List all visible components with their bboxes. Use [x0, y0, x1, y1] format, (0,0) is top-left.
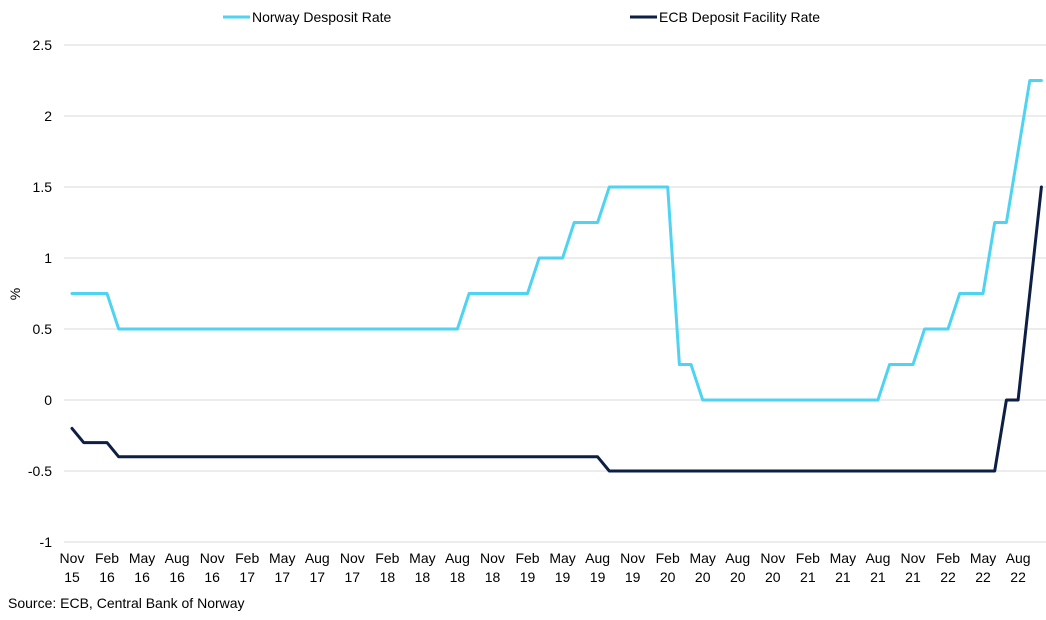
x-tick-label: 19 — [625, 569, 641, 585]
x-tick-label: Feb — [796, 550, 820, 566]
legend-label: Norway Desposit Rate — [252, 9, 391, 25]
x-tick-label: Feb — [515, 550, 539, 566]
x-tick-label: 18 — [485, 569, 501, 585]
x-tick-label: 18 — [450, 569, 466, 585]
x-tick-label: 22 — [975, 569, 991, 585]
x-tick-label: Aug — [305, 550, 330, 566]
x-axis-tick-labels: Nov 15 Feb 16 May 16 Aug 16 Nov 16 Feb 17 May 17 Aug 17… — [60, 550, 1031, 585]
x-tick-label: 16 — [134, 569, 150, 585]
x-tick-label: 22 — [1010, 569, 1026, 585]
x-tick-label: Feb — [95, 550, 119, 566]
x-tick-label: May — [830, 550, 856, 566]
x-tick-label: 20 — [730, 569, 746, 585]
x-tick-label: 17 — [309, 569, 325, 585]
x-tick-label: 18 — [415, 569, 431, 585]
x-tick-label: 20 — [660, 569, 676, 585]
series-lines — [70, 79, 1043, 473]
x-tick-label: 19 — [555, 569, 571, 585]
x-tick-label: 17 — [274, 569, 290, 585]
x-tick-label: Aug — [165, 550, 190, 566]
y-tick-label: 2 — [44, 108, 52, 124]
x-tick-label: 20 — [765, 569, 781, 585]
legend-item: Norway Desposit Rate — [223, 9, 391, 25]
x-tick-label: 15 — [64, 569, 80, 585]
source-note: Source: ECB, Central Bank of Norway — [8, 595, 245, 611]
x-tick-label: May — [549, 550, 575, 566]
legend-label: ECB Deposit Facility Rate — [659, 9, 820, 25]
legend: Norway Desposit Rate ECB Deposit Facility… — [223, 9, 820, 25]
x-tick-label: 17 — [239, 569, 255, 585]
x-tick-label: 21 — [870, 569, 886, 585]
x-tick-label: 22 — [940, 569, 956, 585]
y-tick-label: 0.5 — [33, 321, 53, 337]
series-line-2 — [70, 185, 1043, 473]
x-tick-label: 16 — [204, 569, 220, 585]
y-tick-label: 2.5 — [33, 37, 53, 53]
y-axis-tick-labels: 2.5 2 1.5 1 0.5 0 -0.5 -1 — [28, 37, 52, 550]
x-tick-label: 17 — [345, 569, 361, 585]
x-tick-label: Feb — [375, 550, 399, 566]
x-tick-label: May — [269, 550, 295, 566]
x-tick-label: Aug — [585, 550, 610, 566]
x-tick-label: Feb — [656, 550, 680, 566]
x-tick-label: Nov — [340, 550, 365, 566]
x-tick-label: 19 — [520, 569, 536, 585]
x-tick-label: Nov — [901, 550, 926, 566]
x-tick-label: May — [409, 550, 435, 566]
legend-item: ECB Deposit Facility Rate — [630, 9, 820, 25]
y-tick-label: -0.5 — [28, 463, 52, 479]
x-tick-label: Feb — [235, 550, 259, 566]
x-tick-label: 21 — [800, 569, 816, 585]
x-tick-label: 21 — [835, 569, 851, 585]
y-tick-label: 0 — [44, 392, 52, 408]
x-tick-label: Nov — [620, 550, 645, 566]
x-tick-label: May — [970, 550, 996, 566]
x-tick-label: Nov — [200, 550, 225, 566]
gridlines — [64, 44, 1046, 543]
y-tick-label: 1.5 — [33, 179, 53, 195]
x-tick-label: 19 — [590, 569, 606, 585]
x-tick-label: Nov — [760, 550, 785, 566]
y-tick-label: -1 — [40, 534, 53, 550]
x-tick-label: Nov — [60, 550, 85, 566]
x-tick-label: Aug — [725, 550, 750, 566]
series-line-1 — [70, 79, 1043, 402]
x-tick-label: May — [129, 550, 155, 566]
x-tick-label: May — [689, 550, 715, 566]
x-tick-label: Aug — [865, 550, 890, 566]
x-tick-label: Aug — [445, 550, 470, 566]
x-tick-label: Aug — [1006, 550, 1031, 566]
x-tick-label: Nov — [480, 550, 505, 566]
y-tick-label: 1 — [44, 250, 52, 266]
x-tick-label: 21 — [905, 569, 921, 585]
y-axis-label: % — [7, 288, 23, 300]
x-tick-label: 20 — [695, 569, 711, 585]
x-tick-label: Feb — [936, 550, 960, 566]
x-tick-label: 16 — [169, 569, 185, 585]
x-tick-label: 16 — [99, 569, 115, 585]
x-tick-label: 18 — [380, 569, 396, 585]
